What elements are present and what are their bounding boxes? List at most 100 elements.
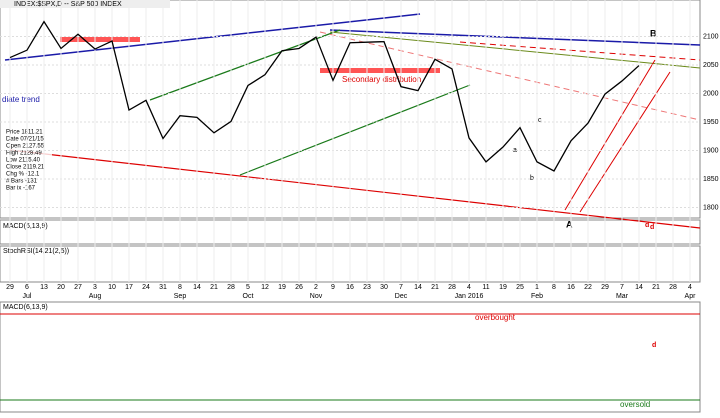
x-tick-label: 23 [363,284,371,291]
resistance-zone [60,37,140,42]
distribution-zone [320,68,440,73]
x-tick-label: 9 [331,284,335,291]
x-tick-label: 25 [516,284,524,291]
y-tick-label: 1850 [703,176,719,183]
month-label: Dec [395,293,408,300]
month-label: Mar [616,293,629,300]
annotation: b [530,175,534,182]
y-tick-label: 2050 [703,62,719,69]
x-tick-label: 7 [620,284,624,291]
x-tick-label: 22 [584,284,592,291]
y-tick-label: 2000 [703,90,719,97]
price-line [9,20,640,172]
annotation: Secondary distribution [342,75,421,84]
x-tick-label: 29 [6,284,14,291]
info-line: Bar ix -167 [6,186,36,192]
x-tick-label: 14 [414,284,422,291]
month-label: Jan 2016 [455,293,484,300]
trend-line [239,84,471,176]
panel-title: MACD(6,13,9) [3,304,48,311]
x-tick-label: 19 [499,284,507,291]
x-tick-label: 17 [125,284,133,291]
month-label: Sep [174,293,187,300]
x-tick-label: 8 [178,284,182,291]
x-tick-label: 4 [467,284,471,291]
panel-note: oversold [620,400,650,409]
header-bar [0,0,170,8]
x-tick-label: 29 [601,284,609,291]
x-tick-label: 1 [535,284,539,291]
y-tick-label: 1950 [703,119,719,126]
x-tick-label: 6 [25,284,29,291]
x-tick-label: 5 [246,284,250,291]
x-tick-label: 21 [210,284,218,291]
x-tick-label: 19 [278,284,286,291]
x-tick-label: 20 [57,284,65,291]
y-tick-label: 1900 [703,147,719,154]
panel-note: overbought [475,313,516,322]
x-tick-label: 21 [431,284,439,291]
x-tick-label: 10 [108,284,116,291]
annotation: d [645,222,649,229]
x-tick-label: 14 [193,284,201,291]
x-tick-label: 28 [669,284,677,291]
channel-line [564,59,656,211]
info-line: Chg % -12.1 [6,172,40,178]
trend-line [319,31,701,121]
x-tick-label: 24 [142,284,150,291]
chart-title: INDEX:$SPX,D -- S&P 500 INDEX [14,1,122,8]
x-tick-label: 14 [635,284,643,291]
x-tick-label: 3 [93,284,97,291]
x-tick-label: 2 [314,284,318,291]
month-label: Jul [23,293,32,300]
x-tick-label: 8 [552,284,556,291]
info-line: Date 07/21/15 [6,137,44,143]
panel-note: d [652,342,656,349]
trend-line [4,13,421,61]
trend-line [329,29,701,46]
x-tick-label: 12 [261,284,269,291]
month-label: Feb [531,293,543,300]
info-line: # Bars -131 [6,179,38,185]
x-tick-label: 11 [482,284,489,291]
month-label: Oct [243,293,254,300]
x-tick-label: 7 [399,284,403,291]
annotation: c [538,117,542,124]
x-tick-label: 16 [346,284,354,291]
panel-title: MACD(6,13,9) [3,223,48,230]
x-tick-label: 31 [159,284,167,291]
x-tick-label: 16 [567,284,575,291]
month-label: Apr [685,293,697,300]
month-label: Nov [310,293,323,300]
annotation: B [650,28,657,38]
trend-line [9,149,701,229]
panel-note: d [650,224,654,231]
x-tick-label: 13 [40,284,48,291]
trend-line [329,31,701,69]
annotation: diate trend [2,95,40,104]
info-line: Close 2119.21 [6,165,45,171]
panel-title: StochRSI(14,21(2,5)) [3,248,69,255]
info-line: Price 1811.21 [6,130,43,136]
x-tick-label: 21 [652,284,660,291]
x-tick-label: 27 [74,284,82,291]
month-label: Aug [89,293,102,300]
x-tick-label: 28 [448,284,456,291]
annotation: a [513,147,517,154]
x-tick-label: 26 [295,284,303,291]
x-tick-label: 4 [688,284,692,291]
info-line: High 2128.49 [6,151,42,157]
channel-line [579,71,671,213]
x-tick-label: 28 [227,284,235,291]
x-tick-label: 30 [380,284,388,291]
y-tick-label: 1800 [703,204,719,211]
annotation: A [566,219,573,229]
info-line: Open 2127.55 [6,144,45,150]
macd2-panel [0,301,701,413]
trend-line [459,41,701,61]
info-line: Low 2115.40 [6,158,41,164]
y-tick-label: 2100 [703,33,719,40]
